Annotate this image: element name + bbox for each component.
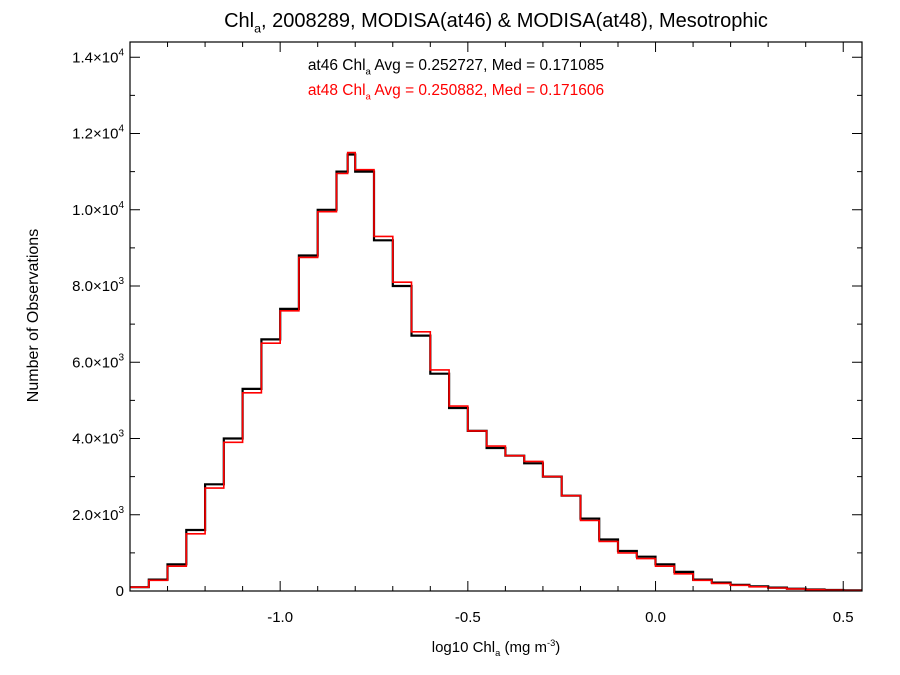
chart-title-part: , 2008289, MODISA(at46) & MODISA(at48), …	[261, 10, 768, 32]
y-tick-exponent: 3	[118, 505, 124, 516]
series-line-1	[130, 151, 862, 591]
x-axis-label: log10 Chla (mg m-3)	[432, 638, 561, 658]
x-axis-label-part: a	[495, 648, 501, 658]
y-tick-mantissa: 1.0×10	[72, 202, 118, 219]
y-tick-mantissa: 8.0×10	[72, 278, 118, 295]
x-axis-label-part: )	[555, 639, 560, 656]
y-tick-label: 1.2×104	[72, 124, 124, 143]
y-tick-label: 2.0×103	[72, 505, 124, 524]
annotation-at48: at48 Chla Avg = 0.250882, Med = 0.171606	[308, 82, 604, 102]
plot-frame	[129, 41, 863, 592]
annotation-at46: at46 Chla Avg = 0.252727, Med = 0.171085	[308, 57, 604, 77]
x-tick-label: 0.0	[645, 609, 666, 626]
annotation-at48-part: a	[366, 91, 372, 102]
chart-title-part: a	[254, 22, 261, 36]
y-tick-label: 8.0×103	[72, 276, 124, 295]
y-axis-label: Number of Observations	[25, 229, 42, 402]
y-tick-label: 4.0×103	[72, 429, 124, 448]
y-tick-label: 6.0×103	[72, 352, 124, 371]
annotation-at46-part: Avg = 0.252727, Med = 0.171085	[371, 57, 604, 74]
y-tick-mantissa: 0	[116, 583, 124, 600]
x-axis-label-part: (mg m	[500, 639, 547, 656]
y-tick-label: 0	[116, 583, 124, 600]
text-layer: -1.0 -0.5 0.0 0.502.0×1034.0×1036.0×1038.0×…	[25, 10, 854, 658]
x-tick-label: -0.5	[455, 609, 481, 626]
x-tick-label: 0.5	[833, 609, 854, 626]
series-layer	[130, 151, 862, 591]
y-tick-exponent: 4	[118, 200, 124, 211]
y-tick-label: 1.0×104	[72, 200, 124, 219]
y-tick-mantissa: 1.2×10	[72, 126, 118, 143]
x-axis-label-part: -3	[547, 638, 555, 648]
y-tick-exponent: 4	[118, 124, 124, 135]
x-axis-label-part: log10 Chl	[432, 639, 495, 656]
y-tick-exponent: 3	[118, 352, 124, 363]
chart-title-part: Chl	[224, 10, 254, 32]
annotation-at48-part: at48 Chl	[308, 82, 366, 99]
y-tick-mantissa: 6.0×10	[72, 354, 118, 371]
chart-title: Chla, 2008289, MODISA(at46) & MODISA(at4…	[224, 10, 768, 36]
y-tick-exponent: 4	[118, 47, 124, 58]
y-tick-exponent: 3	[118, 429, 124, 440]
y-tick-mantissa: 2.0×10	[72, 507, 118, 524]
x-tick-label: -1.0	[267, 609, 293, 626]
y-tick-exponent: 3	[118, 276, 124, 287]
annotation-at48-part: Avg = 0.250882, Med = 0.171606	[371, 82, 604, 99]
annotation-at46-part: at46 Chl	[308, 57, 366, 74]
y-tick-mantissa: 4.0×10	[72, 431, 118, 448]
y-tick-mantissa: 1.4×10	[72, 49, 118, 66]
y-tick-label: 1.4×104	[72, 47, 124, 66]
annotation-at46-part: a	[366, 66, 372, 77]
axes-layer	[129, 41, 863, 592]
